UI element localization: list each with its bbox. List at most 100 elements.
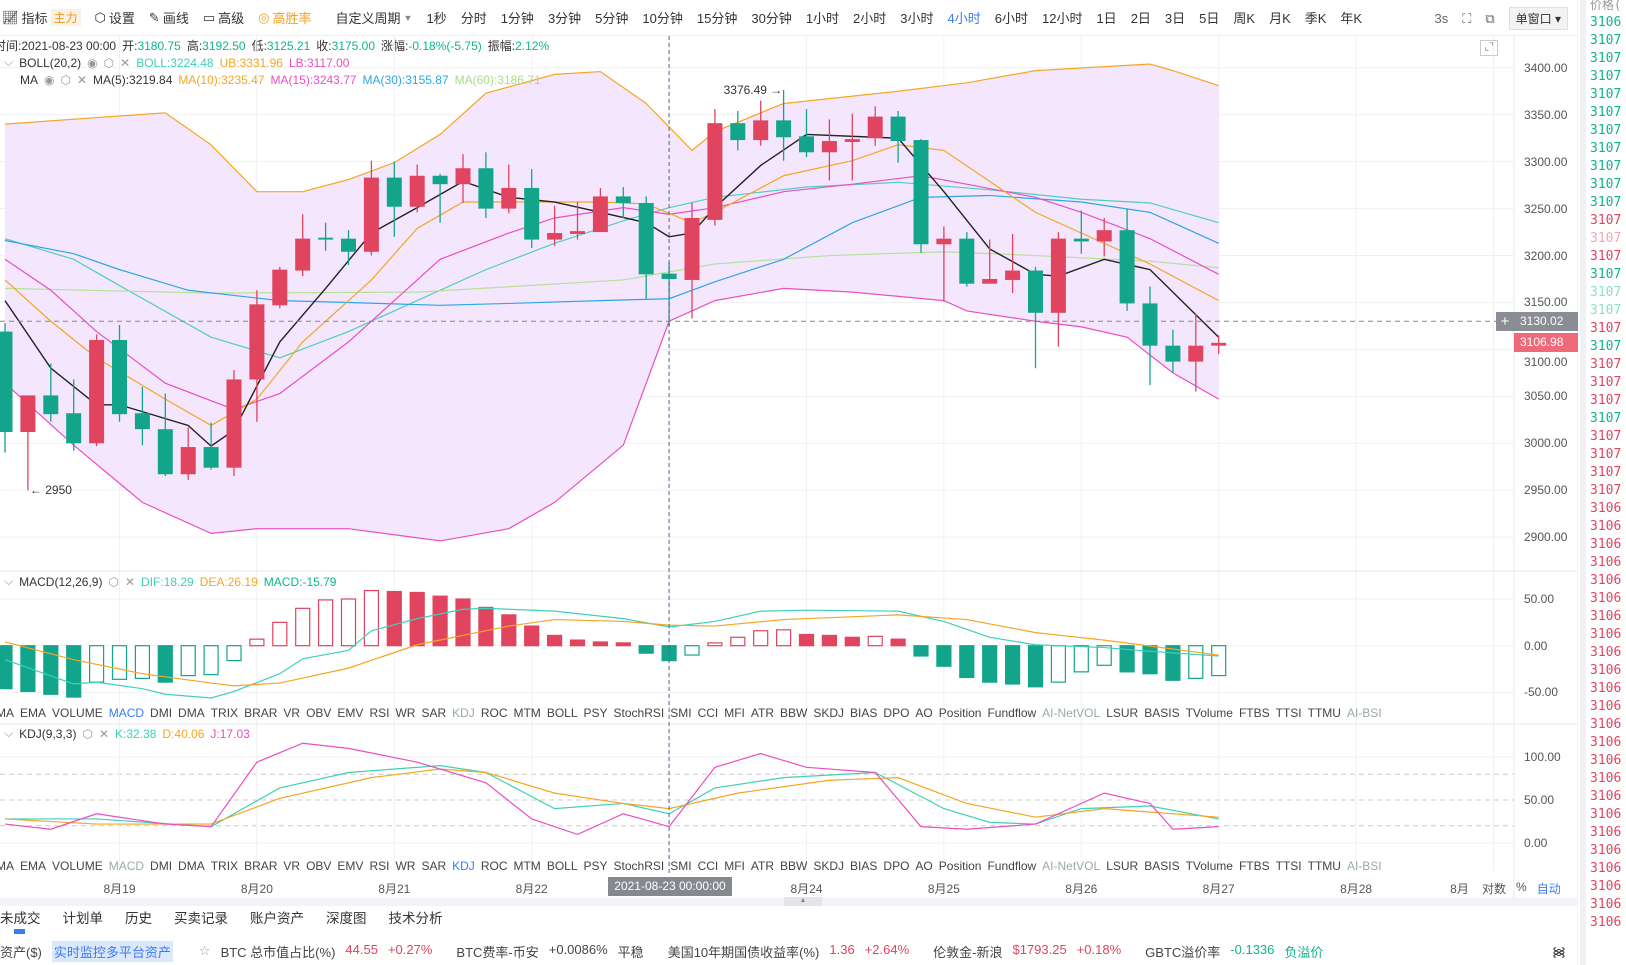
indicator-tab-position[interactable]: Position — [938, 859, 982, 873]
strip-price-row[interactable]: 3107 — [1590, 483, 1622, 498]
strip-price-row[interactable]: 3107 — [1590, 411, 1622, 426]
period-3[interactable]: 3分钟 — [547, 11, 582, 26]
indicator-tab-ai-netvol[interactable]: AI-NetVOL — [1042, 706, 1101, 720]
gear-icon[interactable]: ⬡ — [82, 726, 93, 741]
strip-price-row[interactable]: 3106 — [1590, 771, 1622, 786]
window-mode-dropdown[interactable]: 单窗口 ▾ — [1508, 7, 1568, 30]
indicator-tab-ema[interactable]: EMA — [20, 706, 47, 720]
strip-price-row[interactable]: 3106 — [1590, 591, 1622, 606]
period-4[interactable]: 5分钟 — [595, 11, 629, 26]
strip-price-row[interactable]: 3106 — [1590, 843, 1622, 858]
strip-price-row[interactable]: 3107 — [1590, 51, 1622, 66]
gear-icon[interactable]: ⬡ — [103, 55, 115, 70]
bottom-tab-3[interactable]: 买卖记录 — [174, 911, 228, 926]
strip-price-row[interactable]: 3106 — [1590, 717, 1622, 732]
strip-price-row[interactable]: 3106 — [1590, 825, 1622, 840]
indicator-tab-ai-netvol[interactable]: AI-NetVOL — [1042, 859, 1101, 873]
log-scale-button[interactable]: 对数 — [1482, 882, 1507, 896]
period-8[interactable]: 1小时 — [805, 11, 840, 26]
indicator-tab-atr[interactable]: ATR — [750, 706, 775, 720]
indicator-tab-ttmu[interactable]: TTMU — [1307, 706, 1341, 720]
strip-price-row[interactable]: 3106 — [1590, 807, 1622, 822]
indicator-tab-vr[interactable]: VR — [283, 859, 301, 873]
indicator-tab-basis[interactable]: BASIS — [1144, 706, 1180, 720]
strip-price-row[interactable]: 3106 — [1590, 15, 1622, 30]
period-0[interactable]: 1秒 — [426, 11, 447, 26]
strip-price-row[interactable]: 3106 — [1590, 573, 1622, 588]
indicator-tab-fundflow[interactable]: Fundflow — [987, 706, 1037, 720]
period-14[interactable]: 1日 — [1096, 11, 1117, 26]
strip-price-row[interactable]: 3107 — [1590, 465, 1622, 480]
indicator-tab-macd[interactable]: MACD — [108, 859, 145, 873]
strip-price-row[interactable]: 3107 — [1590, 303, 1622, 318]
draw-line-button[interactable]: ✎ 画线 — [148, 9, 189, 27]
strip-price-row[interactable]: 3106 — [1590, 915, 1622, 930]
indicator-tab-dma[interactable]: DMA — [178, 859, 205, 873]
indicator-tab-bbw[interactable]: BBW — [780, 859, 808, 873]
indicator-tab-bias[interactable]: BIAS — [850, 706, 878, 720]
fullscreen-icon[interactable]: ⛶ — [1462, 10, 1472, 26]
indicator-tab-stochrsi[interactable]: StochRSI — [613, 706, 665, 720]
strip-price-row[interactable]: 3106 — [1590, 879, 1622, 894]
indicator-tab-ttsi[interactable]: TTSI — [1275, 706, 1302, 720]
indicator-tab-stochrsi[interactable]: StochRSI — [613, 859, 665, 873]
indicator-tab-roc[interactable]: ROC — [480, 706, 508, 720]
indicator-tab-volume[interactable]: VOLUME — [52, 706, 103, 720]
indicator-tab-atr[interactable]: ATR — [750, 859, 775, 873]
period-20[interactable]: 季K — [1304, 11, 1327, 26]
auto-scale-button[interactable]: 自动 — [1536, 882, 1561, 896]
indicator-tab-skdj[interactable]: SKDJ — [813, 706, 845, 720]
indicator-tab-psy[interactable]: PSY — [583, 859, 608, 873]
add-alert-icon[interactable]: + — [1496, 312, 1514, 331]
indicator-tab-roc[interactable]: ROC — [480, 859, 508, 873]
monitor-link[interactable]: 实时监控多平台资产 — [51, 940, 173, 962]
indicator-button[interactable]: 📈︎ 指标 主力 — [2, 8, 81, 27]
strip-price-row[interactable]: 3107 — [1590, 447, 1622, 462]
strip-price-row[interactable]: 3107 — [1590, 177, 1622, 192]
resize-handle-icon[interactable]: ▲ — [784, 897, 822, 906]
indicator-tab-ttsi[interactable]: TTSI — [1275, 859, 1302, 873]
indicator-tab-dmi[interactable]: DMI — [150, 706, 173, 720]
indicator-tab-wr[interactable]: WR — [395, 706, 416, 720]
strip-price-row[interactable]: 3107 — [1590, 105, 1622, 120]
indicator-tab-fundflow[interactable]: Fundflow — [987, 859, 1037, 873]
period-12[interactable]: 6小时 — [994, 11, 1028, 26]
chevron-down-icon[interactable]: ⌵ — [4, 55, 14, 69]
strip-price-row[interactable]: 3106 — [1590, 555, 1622, 570]
indicator-tab-bbw[interactable]: BBW — [780, 706, 808, 720]
period-7[interactable]: 30分钟 — [751, 11, 792, 26]
indicator-tab-ttmu[interactable]: TTMU — [1307, 859, 1341, 873]
strip-price-row[interactable]: 3107 — [1590, 267, 1622, 282]
bottom-tab-2[interactable]: 历史 — [125, 911, 152, 926]
indicator-tab-boll[interactable]: BOLL — [546, 706, 578, 720]
period-19[interactable]: 月K — [1269, 11, 1291, 26]
period-5[interactable]: 10分钟 — [642, 11, 683, 26]
strip-price-row[interactable]: 3106 — [1590, 645, 1622, 660]
strip-price-row[interactable]: 3106 — [1590, 681, 1622, 696]
ticker-item[interactable]: 伦敦金-新浪 $1793.25 +0.18% — [933, 942, 1121, 961]
strip-price-row[interactable]: 3107 — [1590, 393, 1622, 408]
period-18[interactable]: 周K — [1233, 11, 1256, 26]
indicator-tab-ma[interactable]: MA — [0, 859, 14, 873]
close-icon[interactable]: ✕ — [124, 574, 136, 589]
indicator-tab-skdj[interactable]: SKDJ — [813, 859, 845, 873]
strip-price-row[interactable]: 3107 — [1590, 375, 1622, 390]
close-icon[interactable]: ✕ — [76, 73, 88, 87]
indicator-tab-ai-bsi[interactable]: AI-BSI — [1346, 859, 1382, 873]
period-21[interactable]: 年K — [1340, 11, 1363, 26]
strip-price-row[interactable]: 3107 — [1590, 321, 1622, 336]
strip-price-row[interactable]: 3107 — [1590, 159, 1622, 174]
indicator-tab-ftbs[interactable]: FTBS — [1238, 859, 1270, 873]
strip-price-row[interactable]: 3106 — [1590, 735, 1622, 750]
bottom-tab-6[interactable]: 技术分析 — [388, 911, 443, 926]
indicator-tab-ftbs[interactable]: FTBS — [1238, 706, 1270, 720]
indicator-tab-trix[interactable]: TRIX — [210, 706, 239, 720]
refresh-rate[interactable]: 3s — [1434, 11, 1449, 26]
indicator-tab-ema[interactable]: EMA — [20, 859, 47, 873]
indicator-tab-ao[interactable]: AO — [915, 706, 933, 720]
indicator-tab-cci[interactable]: CCI — [697, 859, 719, 873]
indicator-tab-brar[interactable]: BRAR — [244, 706, 278, 720]
strip-price-row[interactable]: 3106 — [1590, 627, 1622, 642]
strip-price-row[interactable]: 3107 — [1590, 69, 1622, 84]
indicator-tab-ao[interactable]: AO — [915, 859, 933, 873]
